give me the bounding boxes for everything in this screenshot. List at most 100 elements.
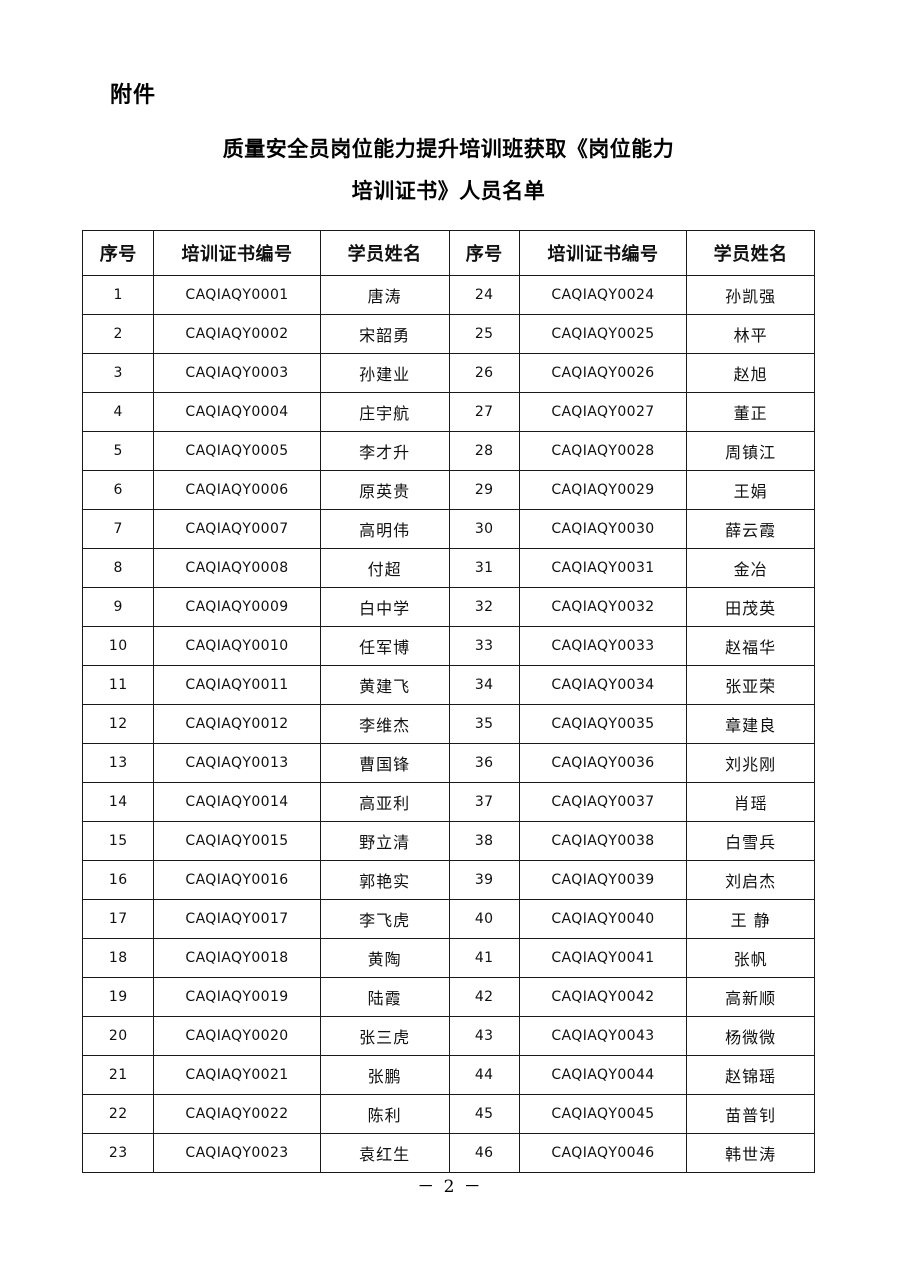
- cell-cert-right: CAQIAQY0033: [518, 626, 688, 666]
- cell-name-left: 张鹏: [319, 1055, 450, 1095]
- cell-name-left: 黄陶: [319, 938, 450, 978]
- cell-seq-right: 30: [448, 509, 520, 549]
- cell-cert-left: CAQIAQY0003: [153, 353, 321, 393]
- cell-cert-right: CAQIAQY0042: [518, 977, 688, 1017]
- cell-name-left: 原英贵: [319, 470, 450, 510]
- cell-name-left: 白中学: [319, 587, 450, 627]
- cell-name-left: 陆霞: [319, 977, 450, 1017]
- cell-seq-left: 8: [81, 548, 155, 588]
- cell-name-right: 杨微微: [686, 1016, 815, 1056]
- cell-seq-right: 32: [448, 587, 520, 627]
- cell-seq-left: 21: [81, 1055, 155, 1095]
- cell-seq-right: 39: [448, 860, 520, 900]
- cell-name-right: 张帆: [686, 938, 815, 978]
- cell-cert-right: CAQIAQY0034: [518, 665, 688, 705]
- column-header-name-right: 学员姓名: [686, 230, 815, 276]
- table-row: 3 CAQIAQY0003 孙建业 26 CAQIAQY0026 赵旭: [81, 353, 815, 393]
- cell-name-right: 刘启杰: [686, 860, 815, 900]
- cell-seq-left: 11: [81, 665, 155, 705]
- cell-cert-left: CAQIAQY0022: [153, 1094, 321, 1134]
- cell-name-right: 高新顺: [686, 977, 815, 1017]
- cell-name-left: 李维杰: [319, 704, 450, 744]
- cell-seq-right: 43: [448, 1016, 520, 1056]
- cell-seq-left: 13: [81, 743, 155, 783]
- cell-seq-left: 5: [81, 431, 155, 471]
- table-row: 10 CAQIAQY0010 任军博 33 CAQIAQY0033 赵福华: [81, 626, 815, 666]
- cell-seq-right: 45: [448, 1094, 520, 1134]
- cell-cert-right: CAQIAQY0038: [518, 821, 688, 861]
- certificate-roster-table: 序号 培训证书编号 学员姓名 序号 培训证书编号 学员姓名 1 CAQIAQY00…: [81, 230, 815, 1173]
- cell-seq-right: 31: [448, 548, 520, 588]
- cell-name-right: 赵旭: [686, 353, 815, 393]
- cell-seq-left: 19: [81, 977, 155, 1017]
- cell-seq-left: 23: [81, 1133, 155, 1173]
- table-body: 1 CAQIAQY0001 唐涛 24 CAQIAQY0024 孙凯强 2 CAQIAQY00…: [81, 275, 815, 1173]
- column-header-cert-left: 培训证书编号: [153, 230, 321, 276]
- cell-cert-left: CAQIAQY0016: [153, 860, 321, 900]
- cell-seq-right: 37: [448, 782, 520, 822]
- cell-seq-right: 25: [448, 314, 520, 354]
- cell-name-right: 田茂英: [686, 587, 815, 627]
- cell-seq-left: 7: [81, 509, 155, 549]
- cell-cert-right: CAQIAQY0032: [518, 587, 688, 627]
- cell-name-right: 刘兆刚: [686, 743, 815, 783]
- table-row: 2 CAQIAQY0002 宋韶勇 25 CAQIAQY0025 林平: [81, 314, 815, 354]
- cell-cert-left: CAQIAQY0014: [153, 782, 321, 822]
- column-header-cert-right: 培训证书编号: [518, 230, 688, 276]
- cell-name-right: 孙凯强: [686, 275, 815, 315]
- cell-seq-right: 46: [448, 1133, 520, 1173]
- table-row: 16 CAQIAQY0016 郭艳实 39 CAQIAQY0039 刘启杰: [81, 860, 815, 900]
- table-row: 14 CAQIAQY0014 高亚利 37 CAQIAQY0037 肖瑶: [81, 782, 815, 822]
- table-row: 15 CAQIAQY0015 野立清 38 CAQIAQY0038 白雪兵: [81, 821, 815, 861]
- cell-cert-right: CAQIAQY0025: [518, 314, 688, 354]
- cell-name-left: 陈利: [319, 1094, 450, 1134]
- cell-cert-left: CAQIAQY0006: [153, 470, 321, 510]
- cell-name-left: 袁红生: [319, 1133, 450, 1173]
- table-row: 23 CAQIAQY0023 袁红生 46 CAQIAQY0046 韩世涛: [81, 1133, 815, 1173]
- cell-seq-right: 27: [448, 392, 520, 432]
- cell-cert-right: CAQIAQY0044: [518, 1055, 688, 1095]
- cell-cert-right: CAQIAQY0024: [518, 275, 688, 315]
- cell-cert-right: CAQIAQY0041: [518, 938, 688, 978]
- cell-cert-right: CAQIAQY0031: [518, 548, 688, 588]
- cell-name-left: 李才升: [319, 431, 450, 471]
- cell-cert-right: CAQIAQY0046: [518, 1133, 688, 1173]
- cell-seq-left: 3: [81, 353, 155, 393]
- cell-cert-left: CAQIAQY0017: [153, 899, 321, 939]
- column-header-seq-right: 序号: [448, 230, 520, 276]
- cell-name-right: 薛云霞: [686, 509, 815, 549]
- table-row: 17 CAQIAQY0017 李飞虎 40 CAQIAQY0040 王 静: [81, 899, 815, 939]
- cell-seq-left: 20: [81, 1016, 155, 1056]
- cell-cert-right: CAQIAQY0039: [518, 860, 688, 900]
- page-title-line-1: 质量安全员岗位能力提升培训班获取《岗位能力: [222, 136, 675, 161]
- cell-name-left: 孙建业: [319, 353, 450, 393]
- cell-cert-right: CAQIAQY0035: [518, 704, 688, 744]
- cell-cert-left: CAQIAQY0008: [153, 548, 321, 588]
- cell-seq-right: 41: [448, 938, 520, 978]
- cell-cert-left: CAQIAQY0004: [153, 392, 321, 432]
- cell-cert-right: CAQIAQY0040: [518, 899, 688, 939]
- table-row: 7 CAQIAQY0007 高明伟 30 CAQIAQY0030 薛云霞: [81, 509, 815, 549]
- cell-name-right: 白雪兵: [686, 821, 815, 861]
- cell-cert-left: CAQIAQY0011: [153, 665, 321, 705]
- cell-cert-left: CAQIAQY0019: [153, 977, 321, 1017]
- table-row: 1 CAQIAQY0001 唐涛 24 CAQIAQY0024 孙凯强: [81, 275, 815, 315]
- cell-cert-left: CAQIAQY0023: [153, 1133, 321, 1173]
- cell-seq-left: 14: [81, 782, 155, 822]
- cell-name-left: 高亚利: [319, 782, 450, 822]
- cell-seq-left: 16: [81, 860, 155, 900]
- cell-seq-right: 28: [448, 431, 520, 471]
- cell-name-right: 苗普钊: [686, 1094, 815, 1134]
- cell-cert-right: CAQIAQY0027: [518, 392, 688, 432]
- table-row: 6 CAQIAQY0006 原英贵 29 CAQIAQY0029 王娟: [81, 470, 815, 510]
- table-row: 13 CAQIAQY0013 曹国锋 36 CAQIAQY0036 刘兆刚: [81, 743, 815, 783]
- cell-name-left: 唐涛: [319, 275, 450, 315]
- cell-cert-right: CAQIAQY0028: [518, 431, 688, 471]
- cell-seq-right: 38: [448, 821, 520, 861]
- cell-seq-left: 15: [81, 821, 155, 861]
- attachment-label: 附件: [110, 82, 157, 108]
- cell-seq-left: 17: [81, 899, 155, 939]
- cell-cert-right: CAQIAQY0026: [518, 353, 688, 393]
- cell-seq-left: 18: [81, 938, 155, 978]
- table-header-row: 序号 培训证书编号 学员姓名 序号 培训证书编号 学员姓名: [81, 230, 815, 276]
